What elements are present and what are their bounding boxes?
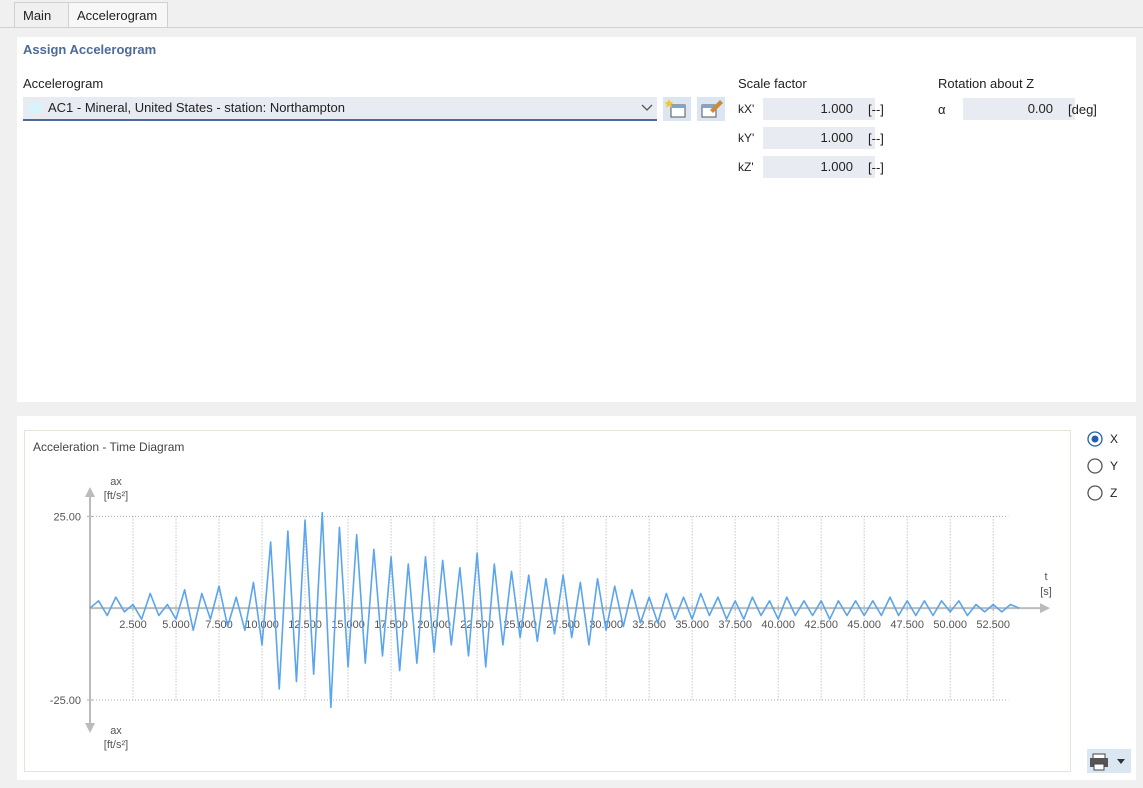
- x-tick-label: 52.500: [976, 619, 1010, 631]
- scale-input[interactable]: 1.000: [763, 127, 875, 149]
- x-tick-label: 30.000: [589, 619, 623, 631]
- dropdown-arrow: [641, 104, 653, 111]
- y-axis-label: ax: [110, 725, 122, 737]
- field-label: Rotation about Z: [938, 76, 1035, 91]
- y-tick-label: 25.00: [53, 511, 81, 523]
- x-tick-label: 45.000: [847, 619, 881, 631]
- data-line: [89, 511, 1020, 709]
- edit-button[interactable]: [696, 96, 726, 122]
- print-button[interactable]: [1087, 749, 1131, 773]
- accelerogram-dropdown[interactable]: AC1 - Mineral, United States - station: …: [23, 97, 657, 121]
- scale-input[interactable]: 1.000: [763, 98, 875, 120]
- new-button[interactable]: [662, 96, 692, 122]
- radio-button[interactable]: [1087, 485, 1103, 501]
- x-tick-label: 40.000: [761, 619, 795, 631]
- chart-frame: [24, 430, 1071, 772]
- x-tick-label: 10.000: [245, 619, 279, 631]
- x-axis-label: t: [1044, 571, 1047, 583]
- unit: [--]: [868, 131, 884, 146]
- assign-panel: [17, 37, 1136, 402]
- chart-title: Acceleration - Time Diagram: [33, 440, 184, 454]
- unit: [deg]: [1068, 102, 1097, 117]
- x-tick-label: 2.500: [119, 619, 147, 631]
- field-name: kY': [738, 131, 755, 145]
- y-axis-label: ax: [110, 476, 122, 488]
- y-tick-label: -25.00: [50, 695, 81, 707]
- x-tick-label: 12.500: [288, 619, 322, 631]
- x-axis-arrow: [1040, 603, 1050, 614]
- rotation-input[interactable]: 0.00: [963, 98, 1075, 120]
- tab-divider: [0, 27, 1143, 28]
- x-axis-unit: [s]: [1040, 586, 1052, 598]
- x-tick-label: 42.500: [804, 619, 838, 631]
- chart: Acceleration - Time Diagram ax [ft/s²] a…: [33, 440, 1052, 751]
- field-name: kZ': [738, 160, 754, 174]
- field-label: Scale factor: [738, 76, 807, 91]
- x-tick-label: 50.000: [933, 619, 967, 631]
- x-tick-label: 32.500: [632, 619, 666, 631]
- radio-label: Z: [1110, 486, 1118, 500]
- tab[interactable]: Main: [14, 2, 78, 28]
- unit: [--]: [868, 102, 884, 117]
- x-tick-label: 22.500: [460, 619, 494, 631]
- x-tick-label: 20.000: [417, 619, 451, 631]
- scale-input[interactable]: 1.000: [763, 156, 875, 178]
- field-name: α: [938, 102, 946, 117]
- x-tick-label: 17.500: [374, 619, 408, 631]
- radio-label: X: [1110, 432, 1119, 446]
- x-tick-label: 5.000: [162, 619, 190, 631]
- x-tick-label: 37.500: [718, 619, 752, 631]
- color-swatch: [29, 102, 41, 114]
- y-axis-unit: [ft/s²]: [104, 739, 128, 751]
- x-tick-label: 25.000: [503, 619, 537, 631]
- x-tick-label: 35.000: [675, 619, 709, 631]
- radio-button[interactable]: [1087, 458, 1103, 474]
- radio-label: Y: [1110, 459, 1119, 473]
- unit: [--]: [868, 160, 884, 175]
- radio-button[interactable]: [1087, 431, 1103, 447]
- section-title: Assign Accelerogram: [23, 42, 157, 57]
- field-name: kX': [738, 102, 755, 116]
- dropdown-value: AC1 - Mineral, United States - station: …: [48, 100, 345, 115]
- field-label: Accelerogram: [23, 76, 104, 91]
- tab[interactable]: Accelerogram: [68, 2, 168, 28]
- x-tick-label: 15.000: [331, 619, 365, 631]
- y-axis-unit: [ft/s²]: [104, 490, 128, 502]
- x-tick-label: 47.500: [890, 619, 924, 631]
